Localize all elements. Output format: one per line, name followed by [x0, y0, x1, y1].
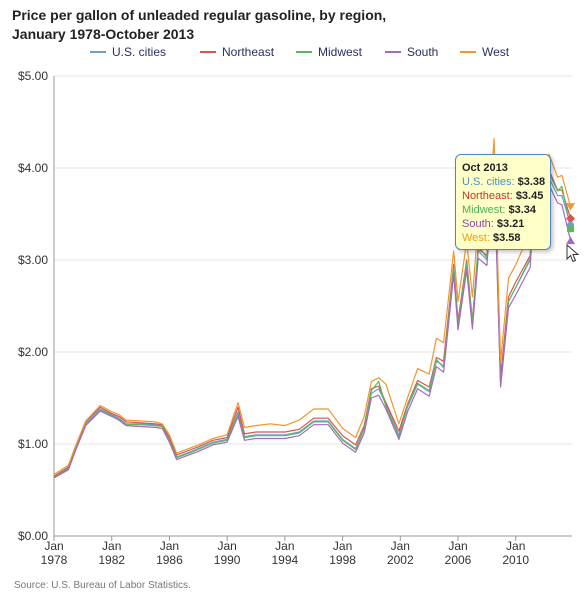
tooltip-month: Oct 2013 [462, 162, 508, 174]
hover-marker-west [566, 203, 576, 211]
legend-swatch-west [460, 51, 476, 53]
y-tick-label: $5.00 [18, 69, 48, 83]
x-tick-label-month: Jan [102, 539, 121, 553]
y-tick-label: $1.00 [18, 437, 48, 451]
hover-markers [566, 203, 576, 245]
legend-label-midwest: Midwest [318, 45, 363, 59]
tooltip-row-south: South: $3.21 [462, 217, 550, 231]
x-tick-label-year: 1986 [156, 553, 183, 567]
tooltip-label-us-cities: U.S. cities: [462, 176, 515, 188]
x-tick-label-year: 1998 [329, 553, 356, 567]
tooltip-label-northeast: Northeast: [462, 190, 513, 202]
chart-title-line1: Price per gallon of unleaded regular gas… [12, 7, 387, 23]
tooltip-label-south: South: [462, 218, 494, 230]
tooltip-value-west: $3.58 [492, 232, 521, 244]
x-tick-label-year: 2006 [445, 553, 472, 567]
hover-marker-midwest [567, 225, 575, 233]
x-tick-label-month: Jan [333, 539, 352, 553]
x-tick-label-month: Jan [506, 539, 525, 553]
x-tick-label-month: Jan [275, 539, 294, 553]
x-axis: Jan1978Jan1982Jan1986Jan1990Jan1994Jan19… [41, 535, 572, 567]
tooltip-value-midwest: $3.34 [508, 204, 536, 216]
tooltip-label-west: West: [462, 232, 490, 244]
tooltip-value-us-cities: $3.38 [517, 176, 546, 188]
legend-swatch-south [385, 51, 401, 53]
x-tick-label-year: 1982 [98, 553, 125, 567]
legend-swatch-northeast [200, 51, 216, 53]
legend-swatch-us-cities [90, 51, 106, 53]
x-tick-label-year: 1994 [272, 553, 299, 567]
y-axis: $0.00 $1.00 $2.00 $3.00 $4.00 $5.00 [18, 69, 55, 543]
x-tick-label-month: Jan [160, 539, 179, 553]
x-tick-label-year: 1990 [214, 553, 241, 567]
x-tick-label-year: 2010 [502, 553, 529, 567]
hover-marker-northeast [566, 214, 576, 224]
legend-label-us-cities: U.S. cities [112, 45, 167, 59]
tooltip-value-northeast: $3.45 [515, 190, 544, 202]
y-tick-label: $0.00 [18, 529, 48, 543]
tooltip-value-south: $3.21 [496, 218, 525, 230]
legend: U.S. cities Northeast Midwest South West [0, 44, 586, 60]
source-note: Source: U.S. Bureau of Labor Statistics. [14, 580, 191, 591]
x-tick-label-year: 1978 [41, 553, 68, 567]
x-tick-label-month: Jan [44, 539, 63, 553]
chart-title: Price per gallon of unleaded regular gas… [12, 6, 572, 44]
tooltip-row-us-cities: U.S. cities: $3.38 [462, 175, 550, 189]
y-tick-label: $3.00 [18, 253, 48, 267]
x-tick-label-month: Jan [391, 539, 410, 553]
y-tick-label: $4.00 [18, 161, 48, 175]
series-lines [53, 138, 572, 479]
series-line-northeast[interactable] [53, 156, 572, 477]
series-line-south[interactable] [53, 169, 572, 479]
chart-title-line2: January 1978-October 2013 [12, 26, 195, 42]
x-tick-label-month: Jan [217, 539, 236, 553]
tooltip-row-northeast: Northeast: $3.45 [462, 189, 550, 203]
x-tick-label-year: 2002 [387, 553, 414, 567]
legend-label-west: West [482, 45, 510, 59]
x-tick-label-month: Jan [448, 539, 467, 553]
mouse-cursor-icon [566, 244, 580, 263]
legend-label-south: South [407, 45, 439, 59]
tooltip-label-midwest: Midwest: [462, 204, 506, 216]
y-tick-label: $2.00 [18, 345, 48, 359]
series-line-west[interactable] [53, 138, 572, 475]
tooltip-row-west: West: $3.58 [462, 231, 550, 245]
tooltip-row-midwest: Midwest: $3.34 [462, 203, 550, 217]
hover-marker-south [566, 236, 576, 245]
hover-tooltip: Oct 2013 U.S. cities: $3.38 Northeast: $… [455, 154, 551, 250]
legend-swatch-midwest [296, 51, 312, 53]
legend-label-northeast: Northeast [222, 45, 275, 59]
